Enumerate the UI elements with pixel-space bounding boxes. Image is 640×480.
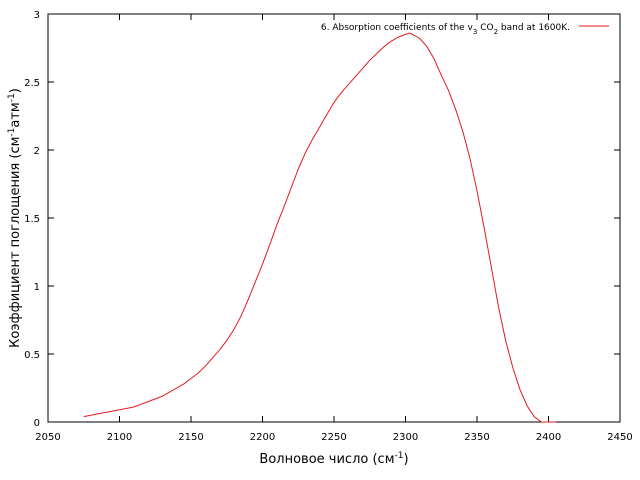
x-tick-label: 2450 <box>607 432 632 443</box>
series-line <box>83 32 556 423</box>
y-axis-title: Коэффициент поглощения (см-1атм-1) <box>7 88 23 348</box>
x-axis-ticks: 2050 2100 2150 2200 2250 2300 2350 2400 2450 <box>35 14 633 443</box>
x-tick-label: 2100 <box>107 432 132 443</box>
x-tick-label: 2150 <box>178 432 203 443</box>
x-tick-label: 2200 <box>250 432 275 443</box>
x-axis-title: Волновое число (см-1) <box>259 451 408 467</box>
plot-frame <box>47 13 621 423</box>
x-tick-label: 2300 <box>393 432 418 443</box>
y-tick-label: 1.5 <box>24 214 40 225</box>
y-tick-label: 1 <box>34 282 40 293</box>
y-axis-ticks: 0 0.5 1 1.5 2 2.5 3 <box>24 10 620 429</box>
series-layer <box>83 32 556 423</box>
legend-label: 6. Absorption coefficients of the v3 CO2… <box>321 23 570 36</box>
y-tick-label: 0.5 <box>24 350 40 361</box>
y-tick-label: 2.5 <box>24 78 40 89</box>
x-tick-label: 2400 <box>536 432 561 443</box>
x-tick-label: 2350 <box>464 432 489 443</box>
legend: 6. Absorption coefficients of the v3 CO2… <box>321 23 609 36</box>
x-tick-label: 2250 <box>321 432 346 443</box>
y-tick-label: 0 <box>34 418 40 429</box>
y-tick-label: 2 <box>34 146 40 157</box>
y-tick-label: 3 <box>34 10 40 21</box>
x-tick-label: 2050 <box>35 432 60 443</box>
